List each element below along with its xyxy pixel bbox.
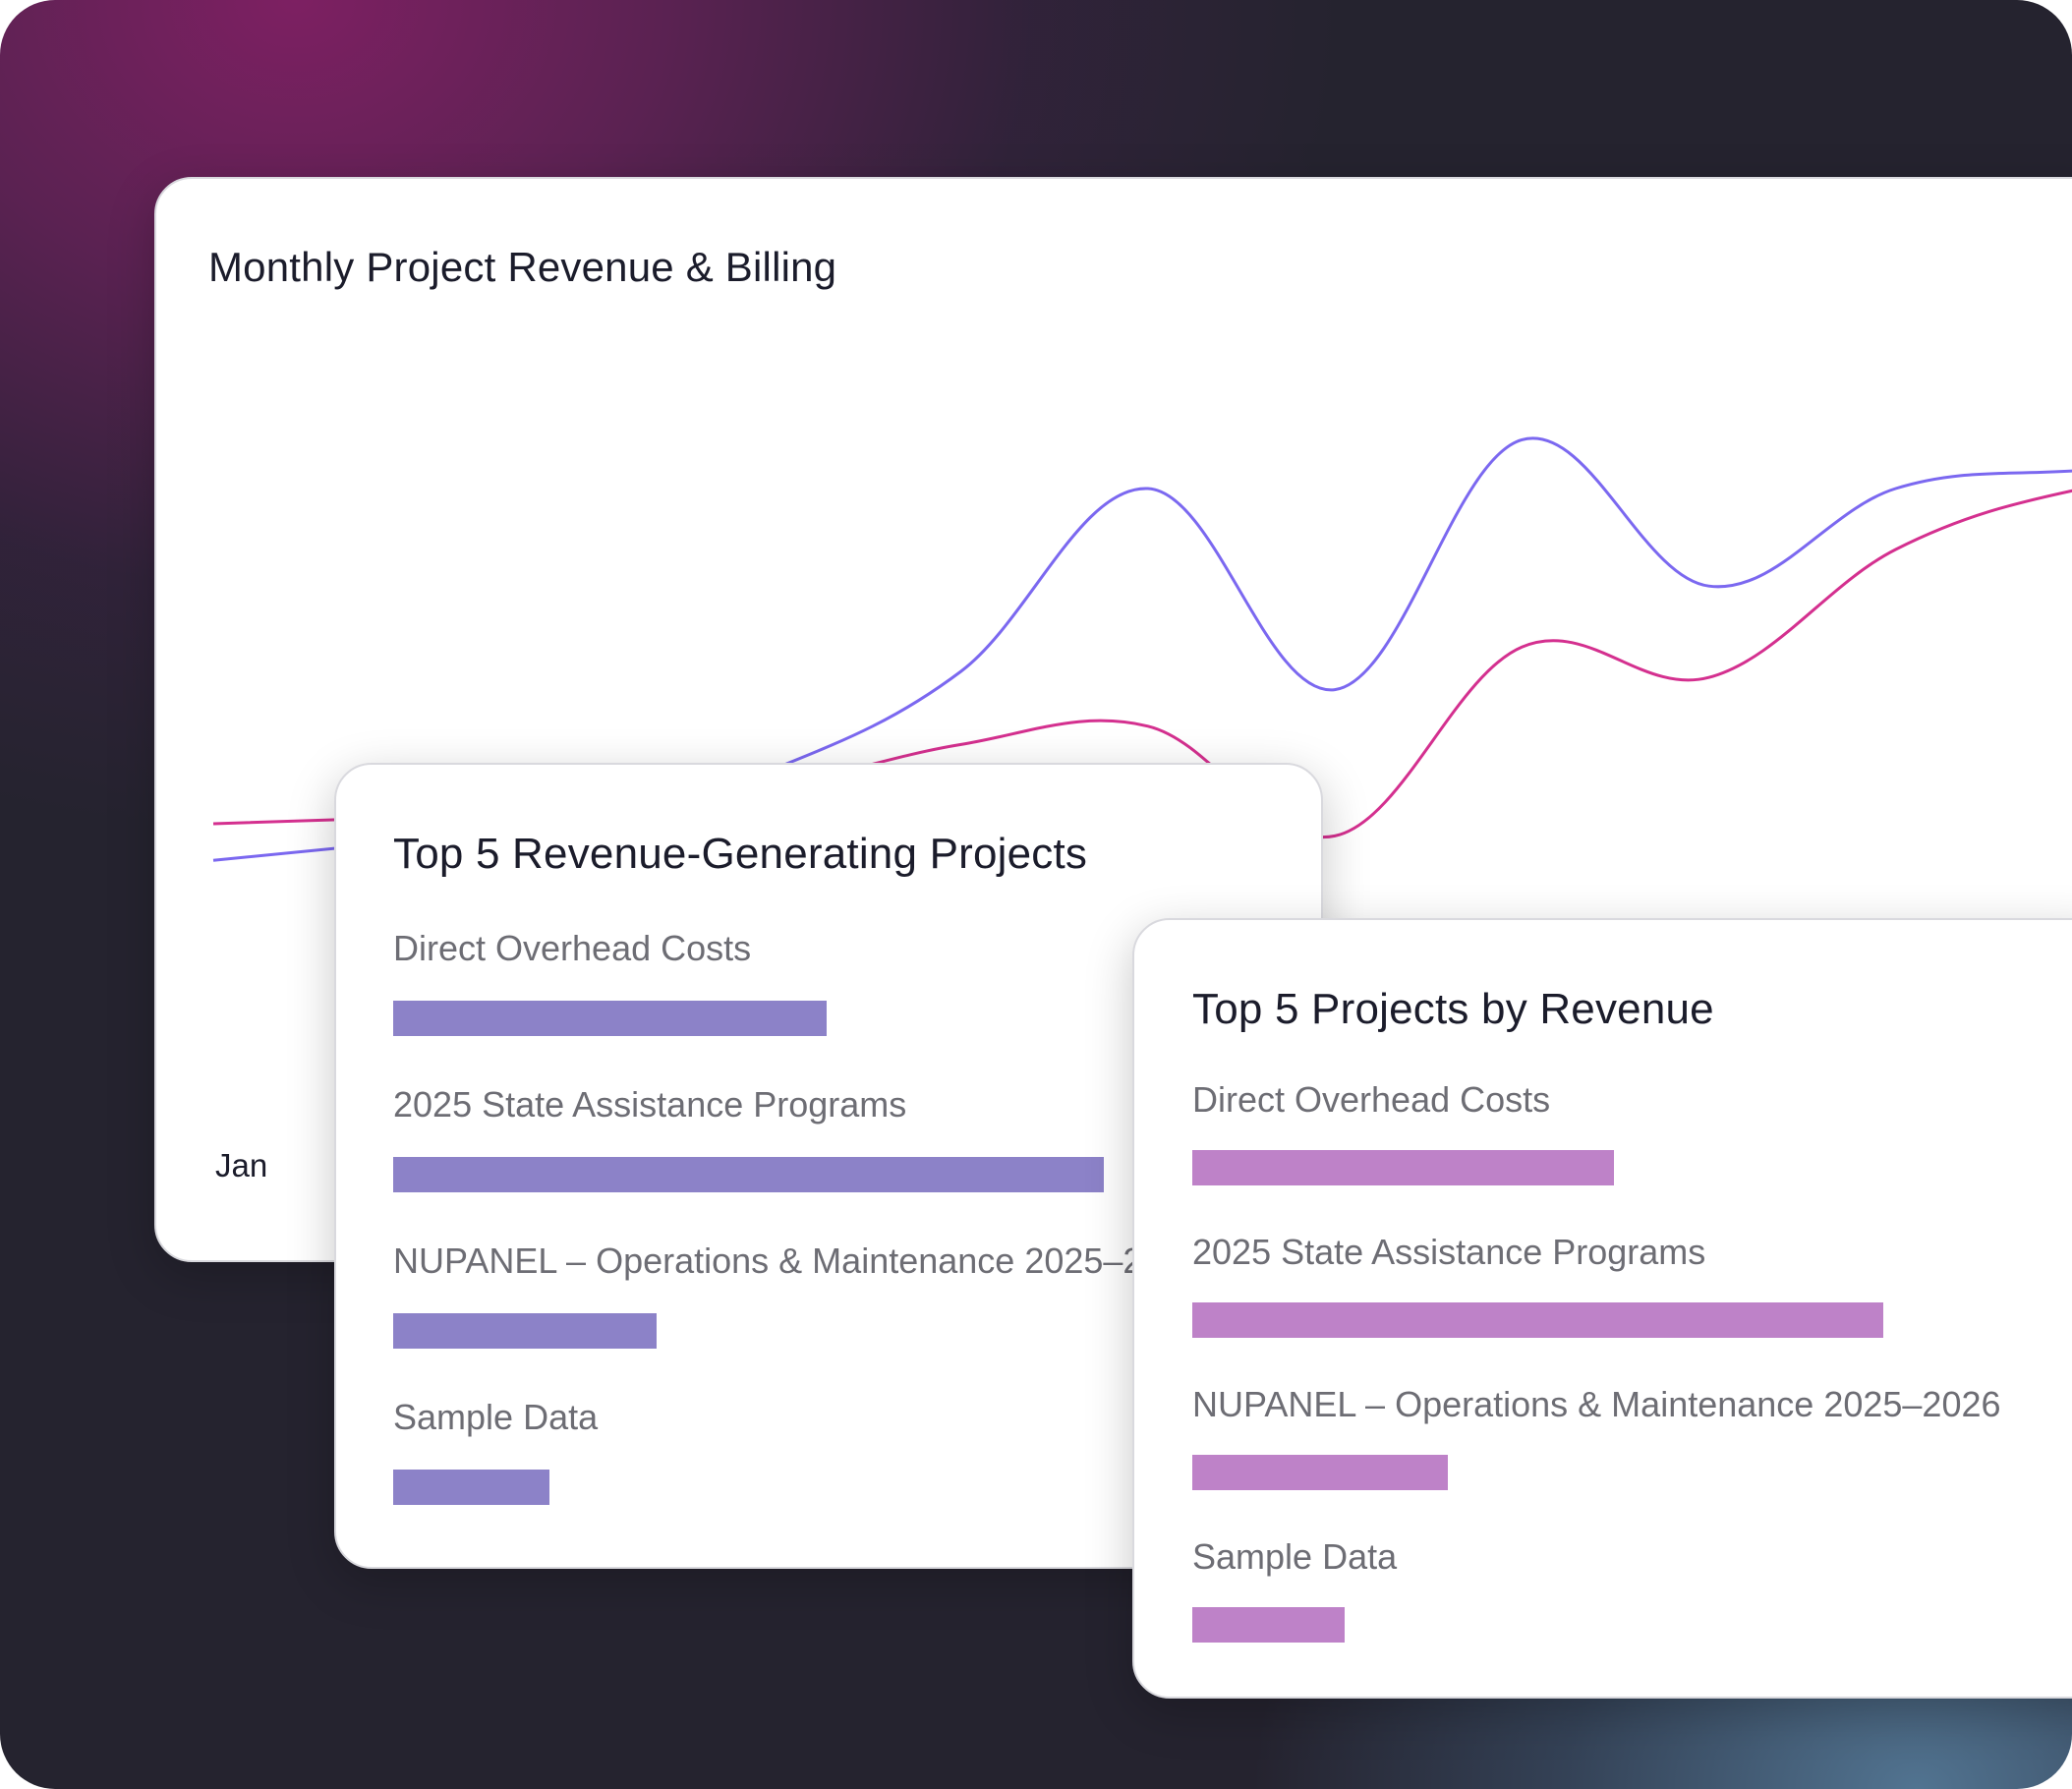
bar-item: NUPANEL – Operations & Maintenance 2025–… (393, 1241, 1321, 1397)
bar (1192, 1150, 1614, 1185)
bar (393, 1470, 550, 1505)
top-revenue-projects-title: Top 5 Revenue-Generating Projects (393, 830, 1088, 878)
bar (1192, 1302, 1883, 1338)
bar-label: Direct Overhead Costs (1192, 1079, 1551, 1120)
bar-item: Sample Data (393, 1397, 1321, 1553)
top-projects-by-revenue-card: Top 5 Projects by Revenue Direct Overhea… (1132, 918, 2072, 1699)
bar (393, 1001, 828, 1036)
bar-item: 2025 State Assistance Programs (1192, 1232, 2072, 1384)
bar-label: NUPANEL – Operations & Maintenance 2025–… (393, 1241, 1202, 1281)
bar (1192, 1607, 1345, 1643)
bar-label: 2025 State Assistance Programs (393, 1084, 907, 1125)
bar-item: NUPANEL – Operations & Maintenance 2025–… (1192, 1384, 2072, 1536)
bar-label: Direct Overhead Costs (393, 928, 752, 968)
top-projects-by-revenue-title: Top 5 Projects by Revenue (1192, 985, 1714, 1033)
bar (393, 1157, 1104, 1192)
bar-item: Sample Data (1192, 1536, 2072, 1689)
bar-label: Sample Data (1192, 1536, 1398, 1577)
top-revenue-projects-bars: Direct Overhead Costs 2025 State Assistan… (393, 928, 1321, 1557)
bar-item: Direct Overhead Costs (1192, 1079, 2072, 1232)
top-projects-by-revenue-bars: Direct Overhead Costs 2025 State Assistan… (1192, 1079, 2072, 1697)
bar-label: NUPANEL – Operations & Maintenance 2025–… (1192, 1384, 2001, 1424)
bar-item: 2025 State Assistance Programs (393, 1084, 1321, 1241)
bar-label: 2025 State Assistance Programs (1192, 1232, 1706, 1272)
line-chart-title: Monthly Project Revenue & Billing (208, 244, 837, 290)
bar (1192, 1455, 1449, 1490)
bar-label: Sample Data (393, 1397, 599, 1437)
bar (393, 1313, 657, 1349)
bar-item: Direct Overhead Costs (393, 928, 1321, 1084)
x-axis-label-jan: Jan (215, 1147, 268, 1183)
